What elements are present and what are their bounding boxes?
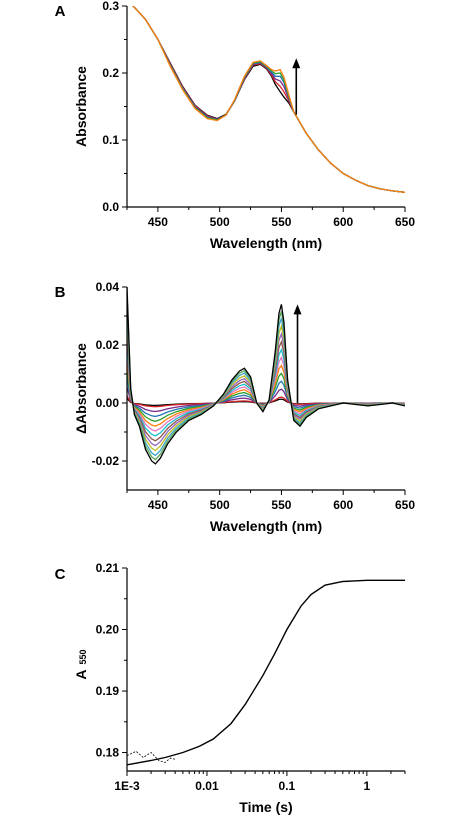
difference-spectrum-line xyxy=(127,331,405,442)
direction-arrow-head xyxy=(292,58,301,69)
y-axis-label: Absorbance xyxy=(73,66,89,147)
y-tick-label: 0.0 xyxy=(102,200,119,214)
spectrum-line xyxy=(132,6,405,193)
spectrum-line xyxy=(132,6,405,193)
difference-spectrum-line xyxy=(127,349,405,432)
y-axis-label: A xyxy=(73,670,89,680)
y-tick-label: 0.20 xyxy=(96,623,120,637)
x-tick-label: 1 xyxy=(364,779,371,793)
y-tick-label: -0.02 xyxy=(92,454,120,468)
x-tick-label: 550 xyxy=(271,215,291,229)
panel-c-kinetic-trace: C 1E-3 0.01 0.1 1 0.18 0.19 0.20 0.21 Time (s) A 55… xyxy=(55,561,406,815)
difference-spectrum-line xyxy=(127,295,405,461)
x-tick-label: 450 xyxy=(148,215,168,229)
x-tick-label: 500 xyxy=(210,215,230,229)
x-tick-label: 1E-3 xyxy=(114,779,140,793)
y-tick-label: 0.02 xyxy=(96,338,120,352)
x-tick-label: 550 xyxy=(271,498,291,512)
x-tick-label: 450 xyxy=(148,498,168,512)
x-axis-label: Wavelength (nm) xyxy=(210,235,322,251)
difference-spectrum-line xyxy=(127,368,405,422)
plot-area xyxy=(127,287,405,465)
panel-b-difference-spectra: B 450 500 550 600 650 -0.02 0.00 0.02 0.04 Wavelen… xyxy=(55,280,416,534)
direction-arrow-head xyxy=(293,304,302,315)
difference-spectrum-line xyxy=(127,377,405,418)
spectrum-line xyxy=(132,6,405,193)
y-tick-label: 0.00 xyxy=(96,396,120,410)
x-tick-label: 600 xyxy=(333,215,353,229)
x-axis-label: Wavelength (nm) xyxy=(210,518,322,534)
y-axis-label-subscript: 550 xyxy=(78,649,88,664)
difference-spectrum-line xyxy=(127,287,405,465)
difference-spectrum-line xyxy=(127,386,405,413)
x-axis-label: Time (s) xyxy=(239,799,292,815)
y-tick-label: 0.18 xyxy=(96,746,120,760)
y-tick-label: 0.21 xyxy=(96,561,120,575)
y-tick-label: 0.3 xyxy=(102,0,119,13)
difference-spectrum-line xyxy=(127,340,405,437)
x-tick-label: 600 xyxy=(333,498,353,512)
x-tick-label: 0.01 xyxy=(195,779,219,793)
y-tick-label: 0.04 xyxy=(96,280,120,294)
kinetic-data-trace xyxy=(127,750,176,763)
panel-label: B xyxy=(55,284,66,301)
plot-area xyxy=(132,6,405,193)
x-tick-label: 500 xyxy=(210,498,230,512)
panel-a-absorbance-spectra: A 450 500 550 600 650 0.0 0.1 0.2 0.3 Wavelength (… xyxy=(55,0,416,251)
y-axis-label: ΔAbsorbance xyxy=(73,343,89,434)
x-tick-label: 650 xyxy=(395,498,415,512)
spectrum-line xyxy=(132,6,405,193)
plot-area xyxy=(127,579,405,766)
spectrum-line xyxy=(132,6,405,193)
spectrum-line xyxy=(132,6,405,193)
y-tick-label: 0.1 xyxy=(102,133,119,147)
x-tick-label: 0.1 xyxy=(279,779,296,793)
difference-spectrum-line xyxy=(127,395,405,408)
kinetic-fit-line xyxy=(127,579,405,766)
difference-spectrum-line xyxy=(127,358,405,427)
y-tick-label: 0.2 xyxy=(102,66,119,80)
difference-spectrum-line xyxy=(127,303,405,457)
y-tick-label: 0.19 xyxy=(96,684,120,698)
panel-label: A xyxy=(55,3,66,20)
x-tick-label: 650 xyxy=(395,215,415,229)
panel-label: C xyxy=(55,566,66,583)
